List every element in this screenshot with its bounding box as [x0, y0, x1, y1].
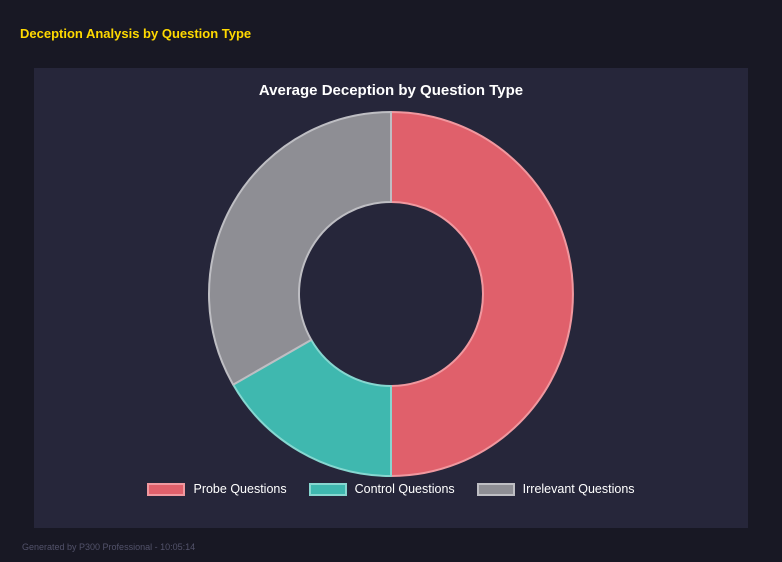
legend-item-1[interactable]: Probe Questions	[147, 482, 287, 496]
legend-swatch	[476, 482, 515, 496]
page-title: Deception Analysis by Question Type	[20, 26, 252, 41]
donut-chart	[208, 111, 574, 477]
donut-segment-1[interactable]	[390, 111, 574, 477]
legend-item-3[interactable]: Irrelevant Questions	[476, 482, 635, 496]
chart-title: Average Deception by Question Type	[258, 82, 524, 99]
chart-legend: Probe Questions Control Questions Irreleva…	[147, 482, 635, 496]
chart-panel: Average Deception by Question Type Probe…	[34, 68, 748, 528]
footer-text: Generated by P300 Professional - 10:05:1…	[22, 542, 196, 552]
legend-swatch	[308, 482, 347, 496]
legend-label: Irrelevant Questions	[522, 482, 635, 496]
legend-label: Probe Questions	[193, 482, 287, 496]
legend-label: Control Questions	[354, 482, 455, 496]
donut-segment-3[interactable]	[208, 111, 392, 386]
legend-swatch	[147, 482, 186, 496]
legend-item-2[interactable]: Control Questions	[308, 482, 455, 496]
